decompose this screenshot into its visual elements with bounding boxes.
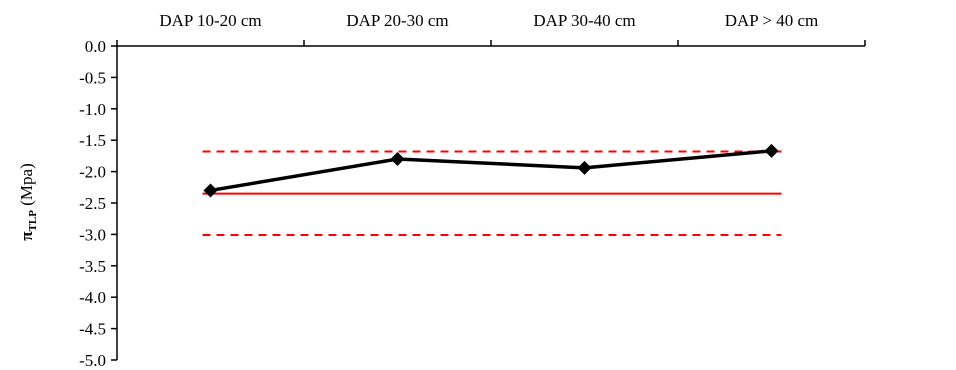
y-tick-label: -4.0 <box>79 288 106 307</box>
y-axis-label: πTLP (Mpa) <box>17 163 39 240</box>
data-point <box>577 160 592 175</box>
y-tick-label: 0.0 <box>85 37 106 56</box>
y-tick-label: -2.5 <box>79 194 106 213</box>
x-category-label: DAP 20-30 cm <box>346 11 448 30</box>
y-tick-label: -2.0 <box>79 163 106 182</box>
labels: 0.0 -0.5 -1.0 -1.5 -2.0 -2.5 -3.0 -3.5 -4.0 -4.5 -… <box>79 11 818 370</box>
data-point <box>764 143 779 158</box>
y-tick-label: -5.0 <box>79 351 106 370</box>
series <box>203 143 779 198</box>
x-category-label: DAP 10-20 cm <box>159 11 261 30</box>
y-tick-label: -3.5 <box>79 257 106 276</box>
axes <box>111 40 866 361</box>
y-tick-label: -0.5 <box>79 68 106 87</box>
x-category-label: DAP > 40 cm <box>725 11 818 30</box>
data-point <box>390 152 405 167</box>
y-axis-label-subscript: TLP <box>27 210 39 232</box>
x-category-label: DAP 30-40 cm <box>533 11 635 30</box>
y-tick-label: -1.5 <box>79 131 106 150</box>
y-axis-label-rest: (Mpa) <box>17 163 36 210</box>
y-axis-label-symbol: π <box>17 231 36 241</box>
y-tick-label: -3.0 <box>79 225 106 244</box>
reference-lines <box>202 150 782 237</box>
series-line <box>210 149 772 193</box>
data-point <box>203 183 218 198</box>
y-tick-label: -4.5 <box>79 320 106 339</box>
y-tick-label: -1.0 <box>79 100 106 119</box>
